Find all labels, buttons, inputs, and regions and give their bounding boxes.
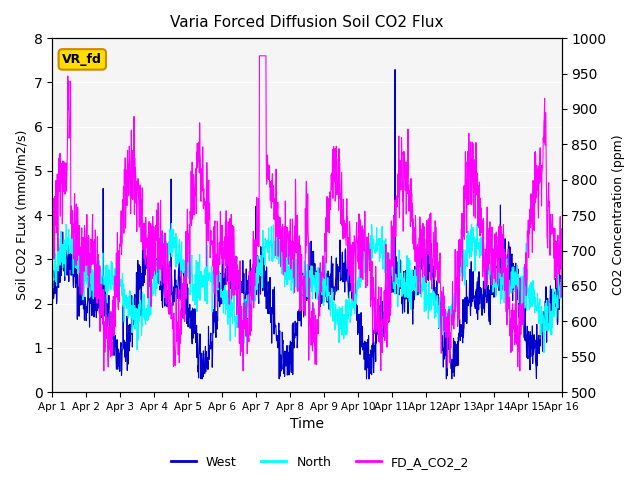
FD_A_CO2_2 (276, 228, 284, 233)
Legend: West, North, FD_A_CO2_2: West, North, FD_A_CO2_2 (166, 451, 474, 474)
Y-axis label: Soil CO2 FLux (mmol/m2/s): Soil CO2 FLux (mmol/m2/s) (15, 130, 28, 300)
X-axis label: Time: Time (290, 418, 324, 432)
Title: Varia Forced Diffusion Soil CO2 Flux: Varia Forced Diffusion Soil CO2 Flux (170, 15, 444, 30)
Text: VR_fd: VR_fd (62, 53, 102, 66)
FD_A_CO2_2 (255, 53, 263, 59)
West (339, 249, 346, 255)
FD_A_CO2_2 (88, 249, 95, 255)
West (197, 376, 205, 382)
Line: North: North (52, 224, 561, 353)
Y-axis label: CO2 Concentration (ppm): CO2 Concentration (ppm) (612, 135, 625, 295)
FD_A_CO2_2 (265, 174, 273, 180)
West (391, 67, 399, 72)
FD_A_CO2_2 (109, 298, 116, 303)
North (88, 276, 95, 281)
West (108, 312, 116, 318)
West (48, 294, 56, 300)
West (285, 361, 292, 367)
FD_A_CO2_2 (339, 207, 347, 213)
FD_A_CO2_2 (557, 273, 565, 279)
North (48, 270, 56, 276)
Line: FD_A_CO2_2: FD_A_CO2_2 (52, 56, 561, 371)
West (88, 298, 95, 304)
FD_A_CO2_2 (48, 288, 56, 294)
West (557, 293, 565, 299)
North (285, 275, 292, 281)
West (265, 290, 273, 296)
FD_A_CO2_2 (100, 368, 108, 374)
North (265, 225, 273, 231)
North (339, 303, 346, 309)
FD_A_CO2_2 (285, 261, 292, 267)
North (275, 250, 283, 256)
North (168, 221, 175, 227)
North (557, 280, 565, 286)
North (540, 350, 548, 356)
North (108, 260, 116, 266)
Line: West: West (52, 70, 561, 379)
West (275, 376, 283, 382)
